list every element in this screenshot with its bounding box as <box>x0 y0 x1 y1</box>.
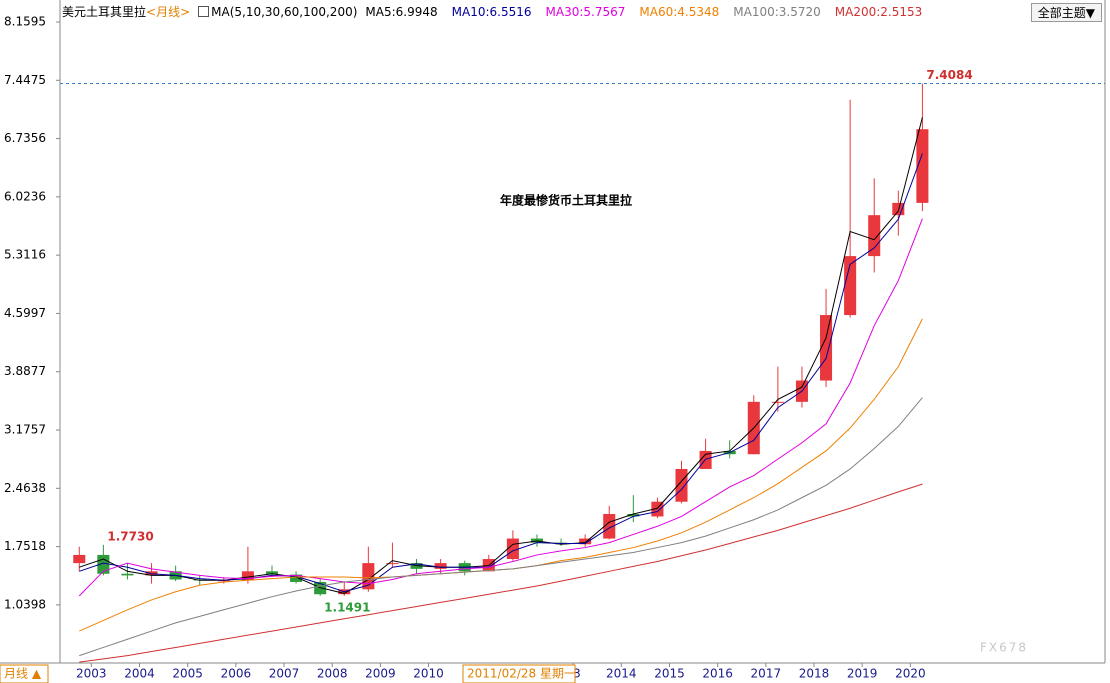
x-tick-label: 2017 <box>751 667 782 681</box>
candle-body <box>434 563 447 569</box>
header: 美元土耳其里拉 <月线> MA(5,10,30,60,100,200) MA5:… <box>62 3 922 20</box>
ma-label: MA(5,10,30,60,100,200) <box>211 4 358 19</box>
ma-line <box>79 397 923 657</box>
legend-item: MA200:2.5153 <box>834 4 923 19</box>
x-tick-label: 2008 <box>317 667 348 681</box>
y-tick-label: 3.1757 <box>4 423 46 437</box>
ma-line <box>79 483 923 663</box>
y-tick-label: 2.4638 <box>4 481 46 495</box>
y-tick-label: 1.7518 <box>4 539 46 553</box>
watermark: FX678 <box>980 641 1028 655</box>
x-tick-label: 2010 <box>413 667 444 681</box>
candle-body <box>820 315 833 381</box>
crosshair-box <box>462 664 576 683</box>
crosshair-date: 2011/02/28 星期一 <box>467 667 576 681</box>
price-annotation: 7.4084 <box>926 68 972 82</box>
period-button-box <box>0 664 49 683</box>
ma-line <box>79 117 923 594</box>
x-tick-label: 2014 <box>606 667 637 681</box>
title: 美元土耳其里拉 <box>62 5 147 19</box>
candle-body <box>916 129 929 203</box>
y-tick-label: 8.1595 <box>4 14 46 28</box>
candle-body <box>771 401 784 403</box>
x-tick-label: 2015 <box>654 667 685 681</box>
candle-body <box>868 215 881 257</box>
y-tick-label: 6.7356 <box>4 131 46 145</box>
x-tick-label: 2009 <box>365 667 396 681</box>
x-tick-label: 2018 <box>799 667 830 681</box>
ma-line <box>79 153 923 593</box>
x-tick-label: 2019 <box>847 667 878 681</box>
candle-body <box>506 538 519 560</box>
y-tick-label: 7.4475 <box>4 73 46 87</box>
x-tick-label: 2006 <box>221 667 252 681</box>
candle-body <box>844 256 857 316</box>
candle-body <box>603 513 616 539</box>
y-tick-label: 3.8877 <box>4 364 46 378</box>
price-annotation: 1.7730 <box>107 529 153 543</box>
y-tick-label: 5.3116 <box>4 248 46 262</box>
legend-item: MA60:4.5348 <box>639 4 720 19</box>
legend-item: MA5:6.9948 <box>365 4 438 19</box>
period-button[interactable]: 月线 ▲ <box>4 667 42 681</box>
candle-body <box>699 450 712 469</box>
y-tick-label: 6.0236 <box>4 189 46 203</box>
candle-body <box>73 554 86 564</box>
period[interactable]: <月线> <box>146 5 191 19</box>
y-tick-label: 4.5997 <box>4 306 46 320</box>
candle-body <box>121 573 134 576</box>
legend: MA5:6.9948 MA10:6.5516 MA30:5.7567 MA60:4.5… <box>365 5 922 19</box>
candle-body <box>627 513 640 517</box>
candle-body <box>265 571 279 575</box>
candle-body <box>241 571 254 581</box>
annotation: 年度最惨货币土耳其里拉 <box>500 193 632 208</box>
legend-item: MA30:5.7567 <box>545 4 626 19</box>
x-tick-label: 2005 <box>172 667 203 681</box>
candle-body <box>386 563 399 565</box>
x-tick-label: 2003 <box>76 667 107 681</box>
price-annotation: 1.1491 <box>324 600 370 614</box>
legend-item: MA10:6.5516 <box>451 4 532 19</box>
ma-icon[interactable] <box>198 6 210 17</box>
x-tick-label: 2004 <box>124 667 155 681</box>
x-tick-label: 2020 <box>895 667 926 681</box>
legend-item: MA100:3.5720 <box>733 4 821 19</box>
x-tick-label: 2016 <box>702 667 733 681</box>
candle-body <box>290 574 303 582</box>
ma-line <box>79 318 923 632</box>
x-tick-label: 2007 <box>269 667 300 681</box>
candle-body <box>579 538 592 545</box>
theme-button[interactable]: 全部主题▼ <box>1030 3 1102 22</box>
y-tick-label: 1.0398 <box>4 597 46 611</box>
ma-line <box>78 218 923 597</box>
